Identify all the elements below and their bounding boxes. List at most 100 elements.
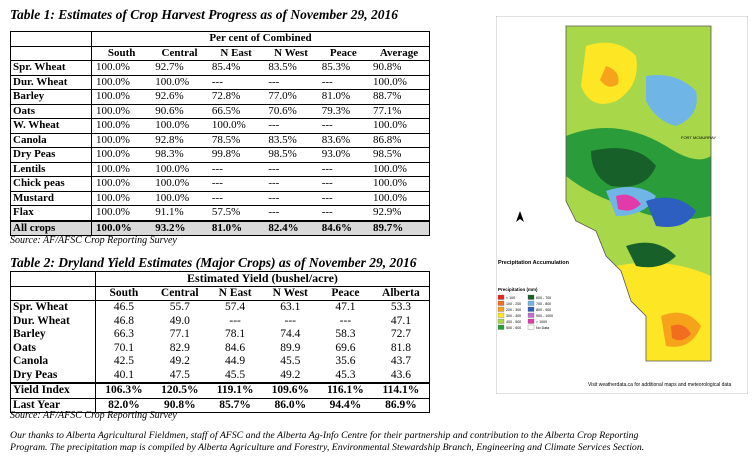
table-cell: 106.3%: [95, 382, 152, 398]
table-cell: 77.0%: [264, 89, 318, 105]
table-cell: ---: [317, 176, 369, 192]
table-cell: 53.3: [390, 301, 411, 313]
table-cell: 100.0%: [91, 89, 152, 105]
table1-column-header: N West: [264, 46, 318, 61]
city-label: FORT MCMURRAY: [681, 135, 716, 140]
legend-label: > 1000: [536, 320, 547, 324]
crop-label: Lentils: [10, 162, 92, 177]
legend-label: 600 - 700: [536, 296, 551, 300]
table-row: Dry Peas 100.0% 98.3% 99.8% 98.5% 93.0% 98.5%: [10, 147, 430, 163]
legend-label: 500 - 600: [506, 326, 521, 330]
table-cell: 47.1: [335, 301, 356, 313]
table-cell: 89.9: [280, 341, 301, 354]
table-cell: 44.9: [225, 355, 246, 367]
table-cell: ---: [339, 314, 352, 327]
table-cell: 83.5%: [264, 133, 318, 148]
table-cell: 47.1: [390, 314, 411, 327]
crop-label: Barley: [10, 89, 92, 105]
table-cell: 66.3: [113, 328, 134, 340]
table-cell: 100.0%: [207, 118, 265, 134]
table2-yield-index-row: Yield Index 106.3% 120.5% 119.1% 109.6% 116.1…: [10, 382, 430, 398]
table-cell: 100.0%: [368, 191, 430, 206]
table-cell: 100.0%: [91, 118, 152, 134]
table-row: Oats 70.1 82.9 84.6 89.9 69.6 81.8: [10, 341, 430, 355]
table1-source: Source: AF/AFSC Crop Reporting Survey: [10, 235, 177, 246]
table-cell: 90.8%: [151, 397, 208, 413]
table1-column-header-row: South Central N East N West Peace Average: [10, 46, 430, 61]
crop-label: Dur. Wheat: [10, 75, 92, 90]
crop-label: Barley: [10, 328, 96, 342]
table-cell: ---: [264, 176, 318, 192]
legend-label: No Data: [536, 326, 549, 330]
table-cell: 100.0%: [368, 162, 430, 177]
crop-label: Canola: [10, 133, 92, 148]
table-cell: ---: [207, 191, 265, 206]
table2-column-header: South: [95, 286, 152, 301]
table-cell: 57.5%: [207, 205, 265, 221]
table-cell: ---: [317, 162, 369, 177]
table2-corner-2: [10, 286, 96, 301]
table-cell: 47.5: [169, 368, 190, 381]
table1-group-header-row: Per cent of Combined: [10, 31, 430, 47]
table-cell: 82.0%: [95, 397, 152, 413]
table-row: Barley 100.0% 92.6% 72.8% 77.0% 81.0% 88.7%: [10, 89, 430, 105]
table-cell: 86.8%: [368, 133, 430, 148]
legend-title: Precipitation Accumulation: [498, 260, 570, 266]
acknowledgement-text: Our thanks to Alberta Agricultural Field…: [10, 430, 645, 453]
table-cell: 100.0%: [91, 75, 152, 90]
table1-body: Spr. Wheat 100.0% 92.7% 85.4% 83.5% 85.3% 90.8…: [10, 60, 430, 221]
legend-label: 700 - 800: [536, 302, 551, 306]
table-cell: 92.7%: [151, 60, 208, 76]
table1-corner: [10, 31, 92, 47]
table-cell: ---: [229, 314, 241, 327]
table-cell: 100.0%: [151, 176, 208, 192]
table-cell: 94.4%: [318, 397, 373, 413]
crop-label: Oats: [10, 104, 92, 119]
table-cell: 45.5: [225, 368, 246, 381]
table-cell: 100.0%: [91, 104, 152, 119]
table-row: Flax 100.0% 91.1% 57.5% --- --- 92.9%: [10, 205, 430, 221]
table-cell: 72.8%: [207, 89, 265, 105]
table-cell: 45.3: [335, 368, 356, 381]
table-cell: 100.0%: [91, 205, 152, 221]
table-cell: 42.5: [113, 355, 134, 367]
table-row: Barley 66.3 77.1 78.1 74.4 58.3 72.7: [10, 328, 430, 342]
table1-column-header: South: [91, 46, 152, 61]
table-cell: 114.1%: [372, 382, 430, 398]
crop-label: Oats: [10, 341, 96, 355]
table-cell: 49.2: [169, 355, 190, 367]
crop-label: Chick peas: [10, 176, 92, 192]
table-cell: 100.0%: [91, 176, 152, 192]
table-cell: 99.8%: [207, 147, 265, 163]
table-cell: 40.1: [113, 368, 134, 381]
table2-source: Source: AF/AFSC Crop Reporting Survey: [10, 410, 177, 421]
legend-swatch: [497, 318, 505, 324]
table-cell: ---: [317, 118, 369, 134]
table1-column-header: N East: [207, 46, 265, 61]
legend-swatch: [497, 306, 505, 312]
table-cell: 100.0%: [91, 133, 152, 148]
legend-label: 200 - 300: [506, 308, 521, 312]
table1-corner-2: [10, 46, 92, 61]
legend-swatch: [527, 294, 535, 300]
table1-total-row: All crops 100.0% 93.2% 81.0% 82.4% 84.6% 89.7%: [10, 219, 430, 236]
legend-label: 100 - 200: [506, 302, 521, 306]
table-cell: 70.6%: [264, 104, 318, 119]
crop-label: Mustard: [10, 191, 92, 206]
legend-label: 300 - 400: [506, 314, 521, 318]
table-cell: 91.1%: [151, 205, 208, 221]
table-cell: ---: [207, 162, 265, 177]
map-footer: Visit weatherdata.ca for additional maps…: [588, 382, 732, 388]
table-row: Mustard 100.0% 100.0% --- --- --- 100.0%: [10, 191, 430, 206]
table-cell: 100.0%: [151, 75, 208, 90]
table-cell: 90.6%: [151, 104, 208, 119]
crop-label: Dry Peas: [10, 147, 92, 163]
table-cell: 82.9: [169, 341, 190, 354]
crop-label: Canola: [10, 355, 96, 369]
table-cell: 35.6: [335, 355, 356, 367]
alberta-border: [565, 25, 712, 362]
table-cell: 90.8%: [368, 60, 430, 76]
crop-label: Last Year: [10, 397, 96, 413]
legend-swatch: [527, 300, 535, 306]
table1-column-header: Peace: [317, 46, 369, 61]
